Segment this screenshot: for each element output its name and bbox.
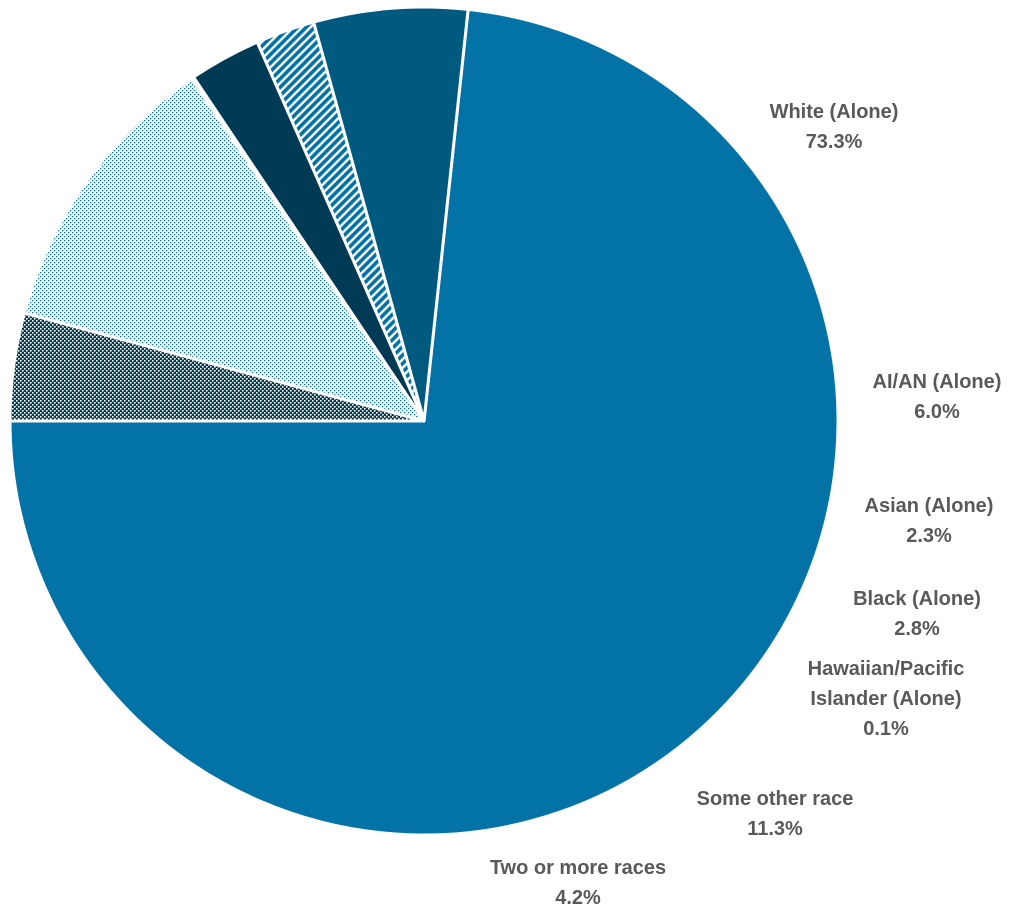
slice-category-label: Two or more races	[490, 857, 666, 879]
data-label: Hawaiian/Pacific Islander (Alone) 0.1%	[808, 658, 965, 740]
slice-value-label: 2.3%	[906, 525, 952, 547]
slice-category-label: Islander (Alone)	[810, 688, 961, 710]
slice-category-label: White (Alone)	[770, 101, 899, 123]
slice-value-label: 2.8%	[894, 618, 940, 640]
data-label: Asian (Alone) 2.3%	[865, 495, 994, 547]
slice-value-label: 73.3%	[806, 131, 863, 153]
slice-value-label: 6.0%	[914, 401, 960, 423]
slice-value-label: 0.1%	[863, 718, 909, 740]
data-label: Some other race 11.3%	[697, 788, 854, 840]
slice-category-label: AI/AN (Alone)	[873, 371, 1002, 393]
slice-value-label: 4.2%	[555, 887, 601, 909]
slice-category-label: Black (Alone)	[853, 588, 981, 610]
slice-category-label: Hawaiian/Pacific	[808, 658, 965, 680]
data-label: Black (Alone) 2.8%	[853, 588, 981, 640]
slices-layer	[8, 5, 840, 837]
pie-slice-ai-an-alone	[312, 5, 470, 423]
slice-category-label: Asian (Alone)	[865, 495, 994, 517]
pie-slice-some-other-race	[22, 77, 426, 423]
slice-category-label: Some other race	[697, 788, 854, 810]
slice-value-label: 11.3%	[747, 818, 803, 840]
pie-slice-two-or-more-races	[8, 311, 426, 423]
data-label: White (Alone) 73.3%	[770, 101, 899, 153]
data-label: Two or more races 4.2%	[490, 857, 666, 909]
labels-layer: White (Alone) 73.3% AI/AN (Alone) 6.0% Asian…	[490, 101, 1002, 909]
data-label: AI/AN (Alone) 6.0%	[873, 371, 1002, 423]
